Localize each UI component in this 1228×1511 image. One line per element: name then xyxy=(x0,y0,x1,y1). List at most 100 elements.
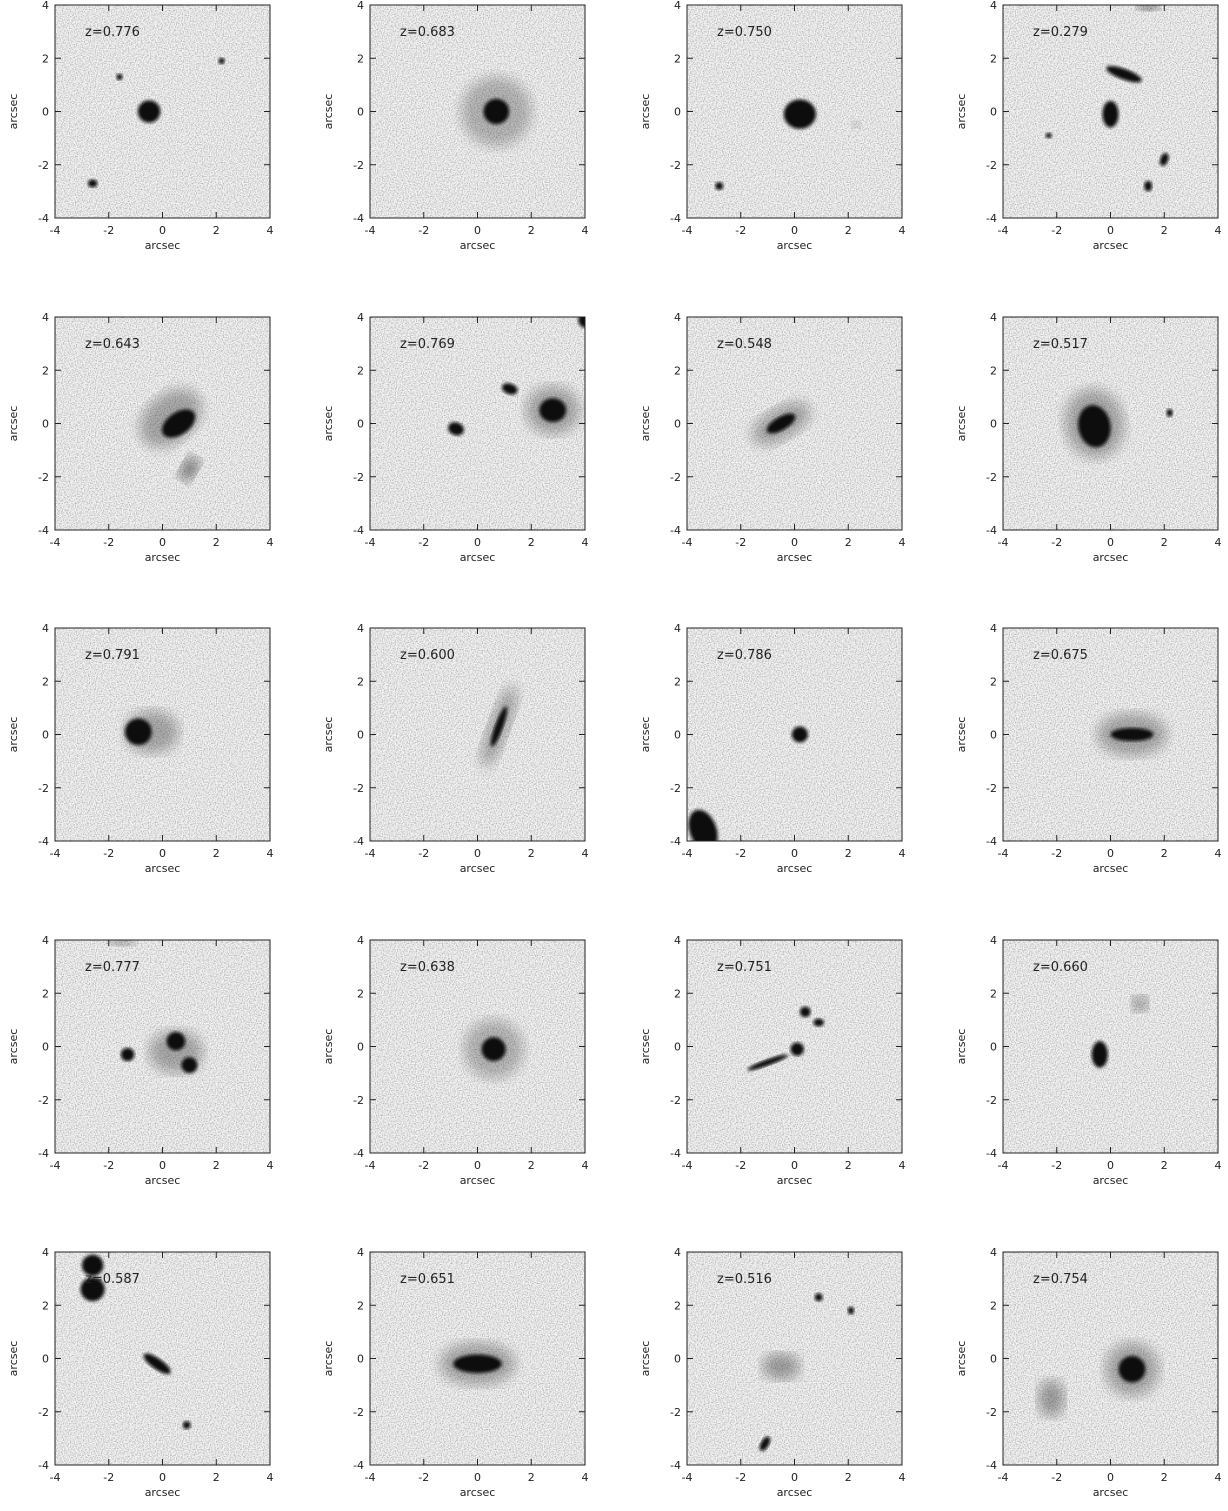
x-axis-label: arcsec xyxy=(777,862,813,875)
y-tick-label: 4 xyxy=(357,934,364,947)
y-tick-label: -2 xyxy=(353,782,364,795)
y-tick-label: -4 xyxy=(986,1147,997,1160)
annotation: z=0.683 xyxy=(400,25,455,40)
y-tick-label: -4 xyxy=(986,524,997,537)
x-tick-label: 4 xyxy=(899,1159,906,1172)
y-tick-label: 2 xyxy=(674,1299,681,1312)
y-axis-label: arcsec xyxy=(955,717,968,753)
source xyxy=(715,182,724,191)
y-tick-label: 0 xyxy=(990,106,997,119)
x-tick-label: -4 xyxy=(50,536,61,549)
x-tick-label: -4 xyxy=(682,536,693,549)
x-tick-label: 0 xyxy=(474,1159,481,1172)
y-tick-label: 0 xyxy=(990,729,997,742)
y-tick-label: 0 xyxy=(357,418,364,431)
x-axis-label: arcsec xyxy=(145,1486,181,1499)
x-tick-label: 0 xyxy=(159,1159,166,1172)
x-tick-label: 4 xyxy=(267,536,274,549)
y-tick-label: -4 xyxy=(670,1459,681,1472)
image-sources xyxy=(747,1006,825,1071)
x-tick-label: -2 xyxy=(103,1159,114,1172)
x-tick-label: 0 xyxy=(474,224,481,237)
x-tick-label: 0 xyxy=(1107,847,1114,860)
x-tick-label: -2 xyxy=(735,1471,746,1484)
x-tick-label: 0 xyxy=(791,847,798,860)
x-tick-label: 0 xyxy=(791,536,798,549)
y-axis-label: arcsec xyxy=(639,94,652,130)
y-tick-label: 2 xyxy=(42,675,49,688)
annotation: z=0.786 xyxy=(717,648,772,663)
x-tick-label: 4 xyxy=(899,847,906,860)
y-tick-label: 0 xyxy=(674,729,681,742)
y-tick-label: -4 xyxy=(670,524,681,537)
y-tick-label: -4 xyxy=(670,212,681,225)
y-tick-label: 2 xyxy=(990,364,997,377)
x-tick-label: 0 xyxy=(159,536,166,549)
annotation: z=0.548 xyxy=(717,337,772,352)
image-sources xyxy=(124,710,179,754)
x-tick-label: -4 xyxy=(998,536,1009,549)
x-tick-label: -4 xyxy=(682,1159,693,1172)
annotation: z=0.675 xyxy=(1033,648,1088,663)
annotation: z=0.769 xyxy=(400,337,455,352)
y-tick-label: 0 xyxy=(990,418,997,431)
y-tick-label: 4 xyxy=(42,934,49,947)
x-tick-label: 2 xyxy=(213,224,220,237)
y-tick-label: -4 xyxy=(353,212,364,225)
source xyxy=(124,710,179,754)
x-tick-label: 0 xyxy=(474,847,481,860)
x-tick-label: 0 xyxy=(791,224,798,237)
y-tick-label: -2 xyxy=(38,782,49,795)
source xyxy=(1166,408,1173,417)
x-tick-label: -2 xyxy=(418,847,429,860)
source xyxy=(852,121,861,129)
panel: -4 -2 0 2 4 -4 -2 0 2 4 arcsec arcsec z=0.638 xyxy=(322,934,589,1187)
image-sources xyxy=(448,317,585,436)
x-axis-label: arcsec xyxy=(145,239,181,252)
x-axis-label: arcsec xyxy=(460,862,496,875)
x-tick-label: -2 xyxy=(418,1159,429,1172)
annotation: z=0.517 xyxy=(1033,337,1088,352)
image-sources xyxy=(481,686,517,767)
panel: -4 -2 0 2 4 -4 -2 0 2 4 arcsec arcsec z=0.751 xyxy=(639,934,906,1187)
panel: -4 -2 0 2 4 -4 -2 0 2 4 arcsec arcsec z=0.587 xyxy=(7,1246,274,1499)
x-tick-label: 2 xyxy=(528,847,535,860)
y-tick-label: 0 xyxy=(357,729,364,742)
x-tick-label: 2 xyxy=(528,536,535,549)
x-tick-label: 4 xyxy=(582,224,589,237)
y-tick-label: -2 xyxy=(353,1406,364,1419)
source xyxy=(791,726,808,743)
source xyxy=(481,686,517,767)
source xyxy=(1144,180,1153,192)
y-tick-label: 4 xyxy=(990,311,997,324)
y-tick-label: 2 xyxy=(357,364,364,377)
y-tick-label: 4 xyxy=(674,622,681,635)
y-axis-label: arcsec xyxy=(322,1029,335,1065)
y-tick-label: 4 xyxy=(990,1246,997,1259)
panel: -4 -2 0 2 4 -4 -2 0 2 4 arcsec arcsec z=0.776 xyxy=(7,0,274,252)
panel: -4 -2 0 2 4 -4 -2 0 2 4 arcsec arcsec z=0.643 xyxy=(7,311,274,564)
x-tick-label: -4 xyxy=(682,847,693,860)
y-tick-label: -4 xyxy=(986,835,997,848)
x-tick-label: 4 xyxy=(1215,847,1222,860)
x-axis-label: arcsec xyxy=(460,239,496,252)
y-tick-label: 0 xyxy=(42,106,49,119)
x-tick-label: 4 xyxy=(899,536,906,549)
x-tick-label: -4 xyxy=(998,847,1009,860)
source xyxy=(1105,1342,1159,1396)
y-tick-label: -2 xyxy=(986,159,997,172)
y-tick-label: -2 xyxy=(353,159,364,172)
x-axis-label: arcsec xyxy=(1093,1174,1129,1187)
x-tick-label: 0 xyxy=(474,1471,481,1484)
y-tick-label: -4 xyxy=(38,1459,49,1472)
annotation: z=0.750 xyxy=(717,25,772,40)
y-tick-label: -4 xyxy=(38,835,49,848)
source xyxy=(1132,995,1149,1012)
x-tick-label: -4 xyxy=(365,224,376,237)
panel: -4 -2 0 2 4 -4 -2 0 2 4 arcsec arcsec z=0.754 xyxy=(955,1246,1222,1499)
source xyxy=(1106,66,1142,83)
x-axis-label: arcsec xyxy=(145,1174,181,1187)
y-tick-label: -2 xyxy=(353,1094,364,1107)
y-tick-label: 2 xyxy=(42,1299,49,1312)
x-tick-label: 2 xyxy=(1161,1159,1168,1172)
